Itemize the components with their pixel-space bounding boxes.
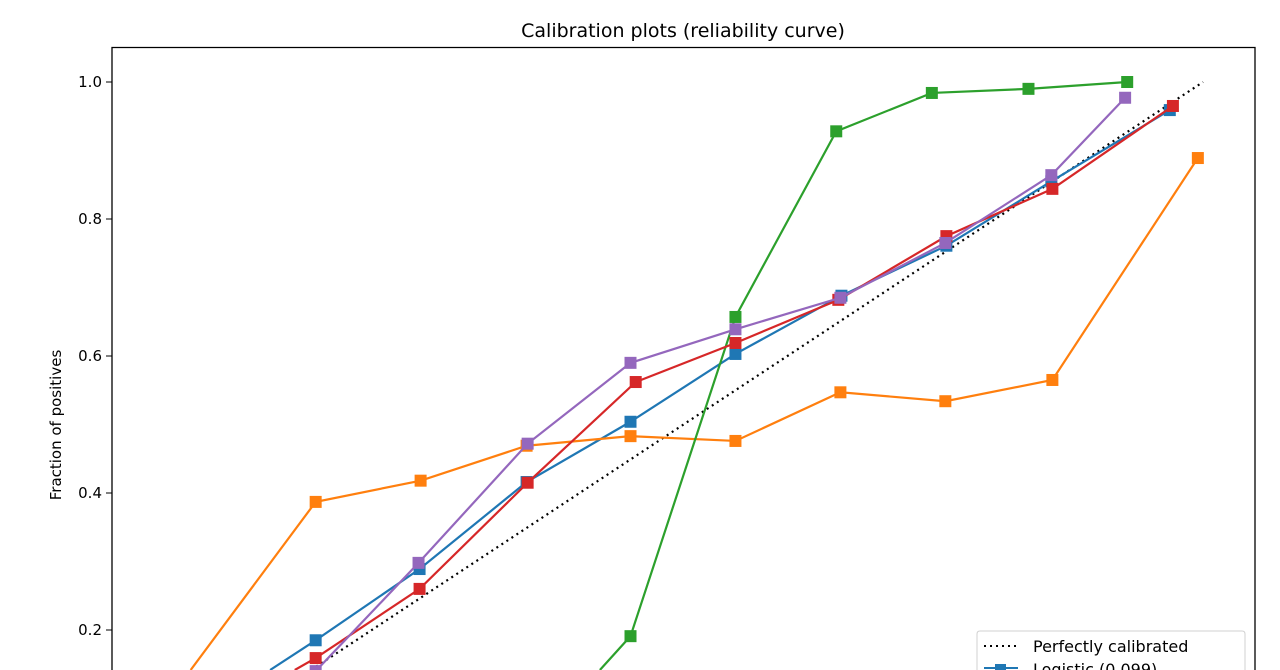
y-tick-label: 0.8 (78, 210, 102, 228)
series-4-point (521, 437, 534, 450)
legend-square-logistic (995, 664, 1006, 670)
series-1-point (1046, 373, 1059, 386)
y-tick-label: 0.6 (78, 347, 102, 365)
series-line-4 (315, 96, 1126, 670)
series-3-point (629, 376, 642, 389)
series-4-point (1119, 91, 1132, 104)
legend: Perfectly calibrated Logistic (0.099) (976, 630, 1246, 670)
series-3-point (413, 582, 426, 595)
series-3-point (729, 336, 742, 349)
y-axis-label: Fraction of positives (47, 350, 65, 501)
y-tick-label: 0.2 (78, 621, 102, 639)
series-1-point (624, 430, 637, 443)
series-2-point (1022, 82, 1035, 95)
y-tick-label: 1.0 (78, 73, 102, 91)
legend-label-perfect: Perfectly calibrated (1033, 637, 1188, 656)
series-1-point (1191, 152, 1204, 165)
series-1-point (939, 395, 952, 408)
series-4-point (412, 556, 425, 569)
legend-label-logistic: Logistic (0.099) (1033, 660, 1157, 670)
series-4-point (834, 291, 847, 304)
series-1-point (834, 386, 847, 399)
series-3-point (1046, 182, 1059, 195)
series-0-point (309, 634, 322, 647)
series-3-point (1166, 99, 1179, 112)
series-3-point (309, 652, 322, 665)
series-2-point (1121, 76, 1134, 88)
series-4-point (1045, 169, 1058, 182)
series-2-point (830, 125, 843, 138)
perfectly-calibrated-line (310, 81, 1204, 670)
plot-frame (111, 46, 1256, 670)
y-tick-label: 0.4 (78, 484, 102, 502)
series-4-point (309, 665, 322, 670)
series-1-point (729, 434, 742, 447)
series-1-point (309, 495, 322, 508)
series-4-point (729, 323, 742, 336)
series-3-point (521, 476, 534, 489)
series-line-0 (269, 109, 1171, 670)
legend-box (976, 630, 1246, 670)
chart-title: Calibration plots (reliability curve) (521, 20, 845, 42)
series-0-point (729, 347, 742, 360)
series-line-1 (189, 157, 1199, 670)
series-2-point (624, 630, 637, 643)
series-0-point (624, 415, 637, 428)
series-2-point (729, 310, 742, 323)
series-1-point (414, 474, 427, 487)
series-2-point (925, 86, 938, 99)
series-4-point (939, 236, 952, 249)
series-4-point (624, 356, 637, 369)
series-line-3 (294, 105, 1174, 670)
